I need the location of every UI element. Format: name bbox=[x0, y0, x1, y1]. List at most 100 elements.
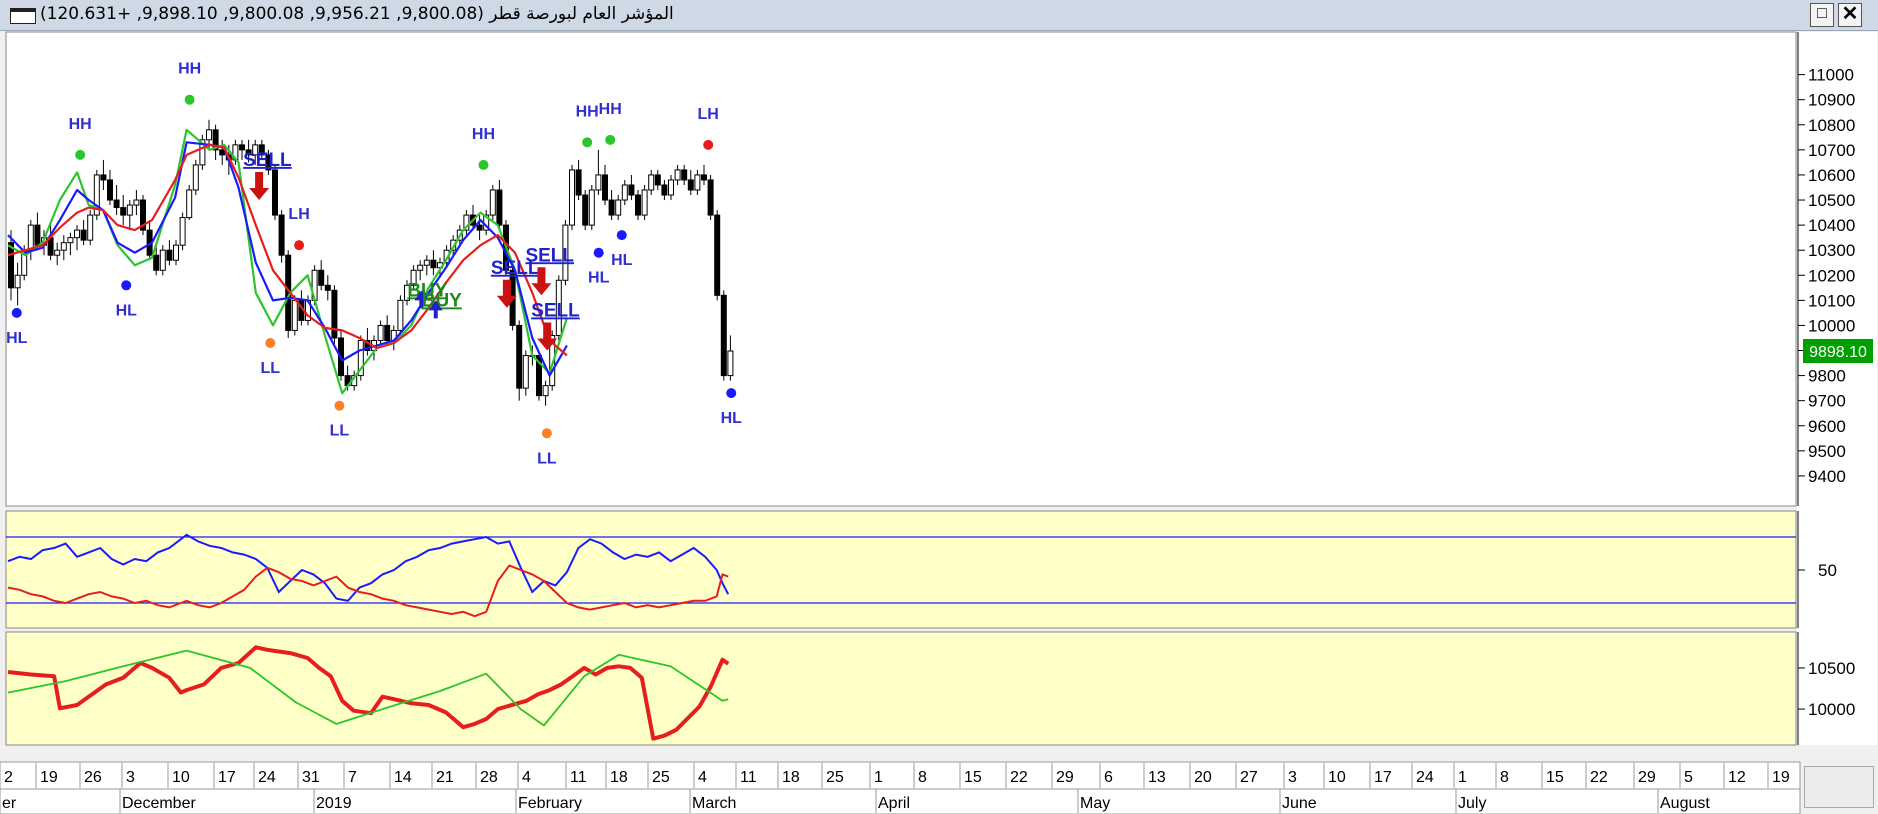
sell-arrow-icon bbox=[531, 267, 552, 296]
day-label: 29 bbox=[1056, 769, 1074, 786]
signal-label: SELL bbox=[531, 300, 580, 321]
candle-body bbox=[278, 214, 285, 256]
day-label: 20 bbox=[1194, 769, 1212, 786]
month-label: June bbox=[1282, 795, 1317, 812]
corner-box bbox=[1804, 766, 1874, 808]
indicator-lines bbox=[7, 645, 730, 741]
day-label: 19 bbox=[40, 769, 58, 786]
candle-body bbox=[364, 339, 371, 352]
price-tick-label: 10000 bbox=[1808, 316, 1855, 335]
signal-label: SELL bbox=[491, 258, 540, 279]
day-label: 3 bbox=[126, 769, 135, 786]
candle-body bbox=[463, 214, 470, 231]
close-button[interactable]: ✕ bbox=[1838, 3, 1862, 27]
marker-dot bbox=[703, 139, 714, 150]
price-tick-label: 9500 bbox=[1808, 442, 1846, 461]
candle-body bbox=[100, 174, 107, 181]
candle-body bbox=[641, 189, 648, 216]
sell-arrow-icon bbox=[537, 322, 558, 351]
candle-body bbox=[331, 289, 338, 339]
candle-body bbox=[727, 350, 734, 377]
candle-body bbox=[357, 339, 364, 377]
indicator-panel-bg bbox=[5, 631, 1797, 746]
price-tick-label: 10300 bbox=[1808, 241, 1855, 260]
day-label: 24 bbox=[258, 769, 276, 786]
marker-dot bbox=[605, 134, 616, 145]
chart-area[interactable]: 9400950096009700980099001000010100102001… bbox=[0, 31, 1878, 814]
candle-body bbox=[635, 194, 641, 216]
candle-body bbox=[542, 385, 549, 397]
candle-body bbox=[258, 144, 265, 156]
candle-body bbox=[701, 174, 707, 181]
candle-body bbox=[252, 144, 259, 156]
ma-line-red bbox=[7, 143, 568, 357]
candle-body bbox=[179, 217, 186, 246]
day-label: 18 bbox=[782, 769, 800, 786]
candle-body bbox=[687, 179, 694, 191]
day-label: 25 bbox=[652, 769, 670, 786]
title-bar: المؤشر العام لبورصة قطر (9,800.08, 9,956… bbox=[0, 0, 1878, 31]
day-label: 12 bbox=[1728, 769, 1746, 786]
marker-label: HH bbox=[599, 101, 622, 118]
oscillator-axis: 50 bbox=[1797, 511, 1837, 628]
oscillator-panel-bg bbox=[5, 510, 1797, 629]
price-moving-averages bbox=[7, 128, 568, 395]
oscillator-tick-label: 50 bbox=[1818, 561, 1837, 580]
day-label: 22 bbox=[1010, 769, 1028, 786]
candle-body bbox=[192, 164, 199, 191]
day-label: 8 bbox=[1500, 769, 1509, 786]
candle-body bbox=[93, 174, 100, 216]
day-label: 18 bbox=[610, 769, 628, 786]
candle-body bbox=[87, 214, 94, 241]
window-title: المؤشر العام لبورصة قطر (9,800.08, 9,956… bbox=[40, 4, 674, 24]
candle-body bbox=[377, 324, 384, 341]
month-label: April bbox=[878, 795, 910, 812]
marker-label: LH bbox=[288, 206, 309, 223]
maximize-button[interactable]: □ bbox=[1810, 3, 1834, 27]
marker-label: LH bbox=[698, 106, 719, 123]
buy-arrow-icon bbox=[428, 300, 443, 319]
day-label: 7 bbox=[348, 769, 357, 786]
price-tick-label: 10700 bbox=[1808, 141, 1855, 160]
indicator-line-red bbox=[7, 645, 730, 741]
candle-body bbox=[423, 259, 430, 266]
day-label: 2 bbox=[4, 769, 13, 786]
candle-body bbox=[113, 199, 120, 209]
candle-body bbox=[265, 154, 272, 171]
day-label: 13 bbox=[1148, 769, 1166, 786]
candle-body bbox=[206, 129, 212, 141]
candle-body bbox=[159, 249, 166, 271]
last-price-box bbox=[1803, 338, 1873, 363]
candle-body bbox=[186, 189, 193, 219]
price-tick-label: 10500 bbox=[1808, 191, 1855, 210]
candle-body bbox=[562, 224, 569, 281]
candle-body bbox=[522, 355, 529, 389]
candle-body bbox=[272, 169, 278, 216]
sell-arrow-icon bbox=[496, 279, 517, 308]
month-label: December bbox=[122, 795, 196, 812]
candle-body bbox=[384, 324, 391, 341]
marker-dot bbox=[75, 149, 86, 160]
window-icon[interactable] bbox=[10, 8, 36, 24]
candle-body bbox=[74, 229, 80, 239]
marker-dot bbox=[582, 137, 593, 148]
price-tick-label: 10900 bbox=[1808, 91, 1855, 110]
marker-dot bbox=[184, 94, 195, 105]
marker-dot bbox=[478, 159, 489, 170]
marker-label: HH bbox=[178, 61, 201, 78]
day-label: 21 bbox=[436, 769, 454, 786]
day-label: 26 bbox=[84, 769, 102, 786]
candle-body bbox=[166, 249, 173, 261]
candle-body bbox=[654, 174, 661, 186]
candle-body bbox=[417, 264, 424, 271]
candle-body bbox=[628, 184, 635, 196]
candle-body bbox=[60, 242, 67, 251]
marker-label: HH bbox=[472, 126, 495, 143]
candle-body bbox=[575, 169, 582, 196]
month-label: July bbox=[1458, 795, 1486, 812]
candle-body bbox=[714, 214, 721, 296]
candle-body bbox=[140, 199, 146, 231]
day-label: 5 bbox=[1684, 769, 1693, 786]
day-label: 15 bbox=[964, 769, 982, 786]
